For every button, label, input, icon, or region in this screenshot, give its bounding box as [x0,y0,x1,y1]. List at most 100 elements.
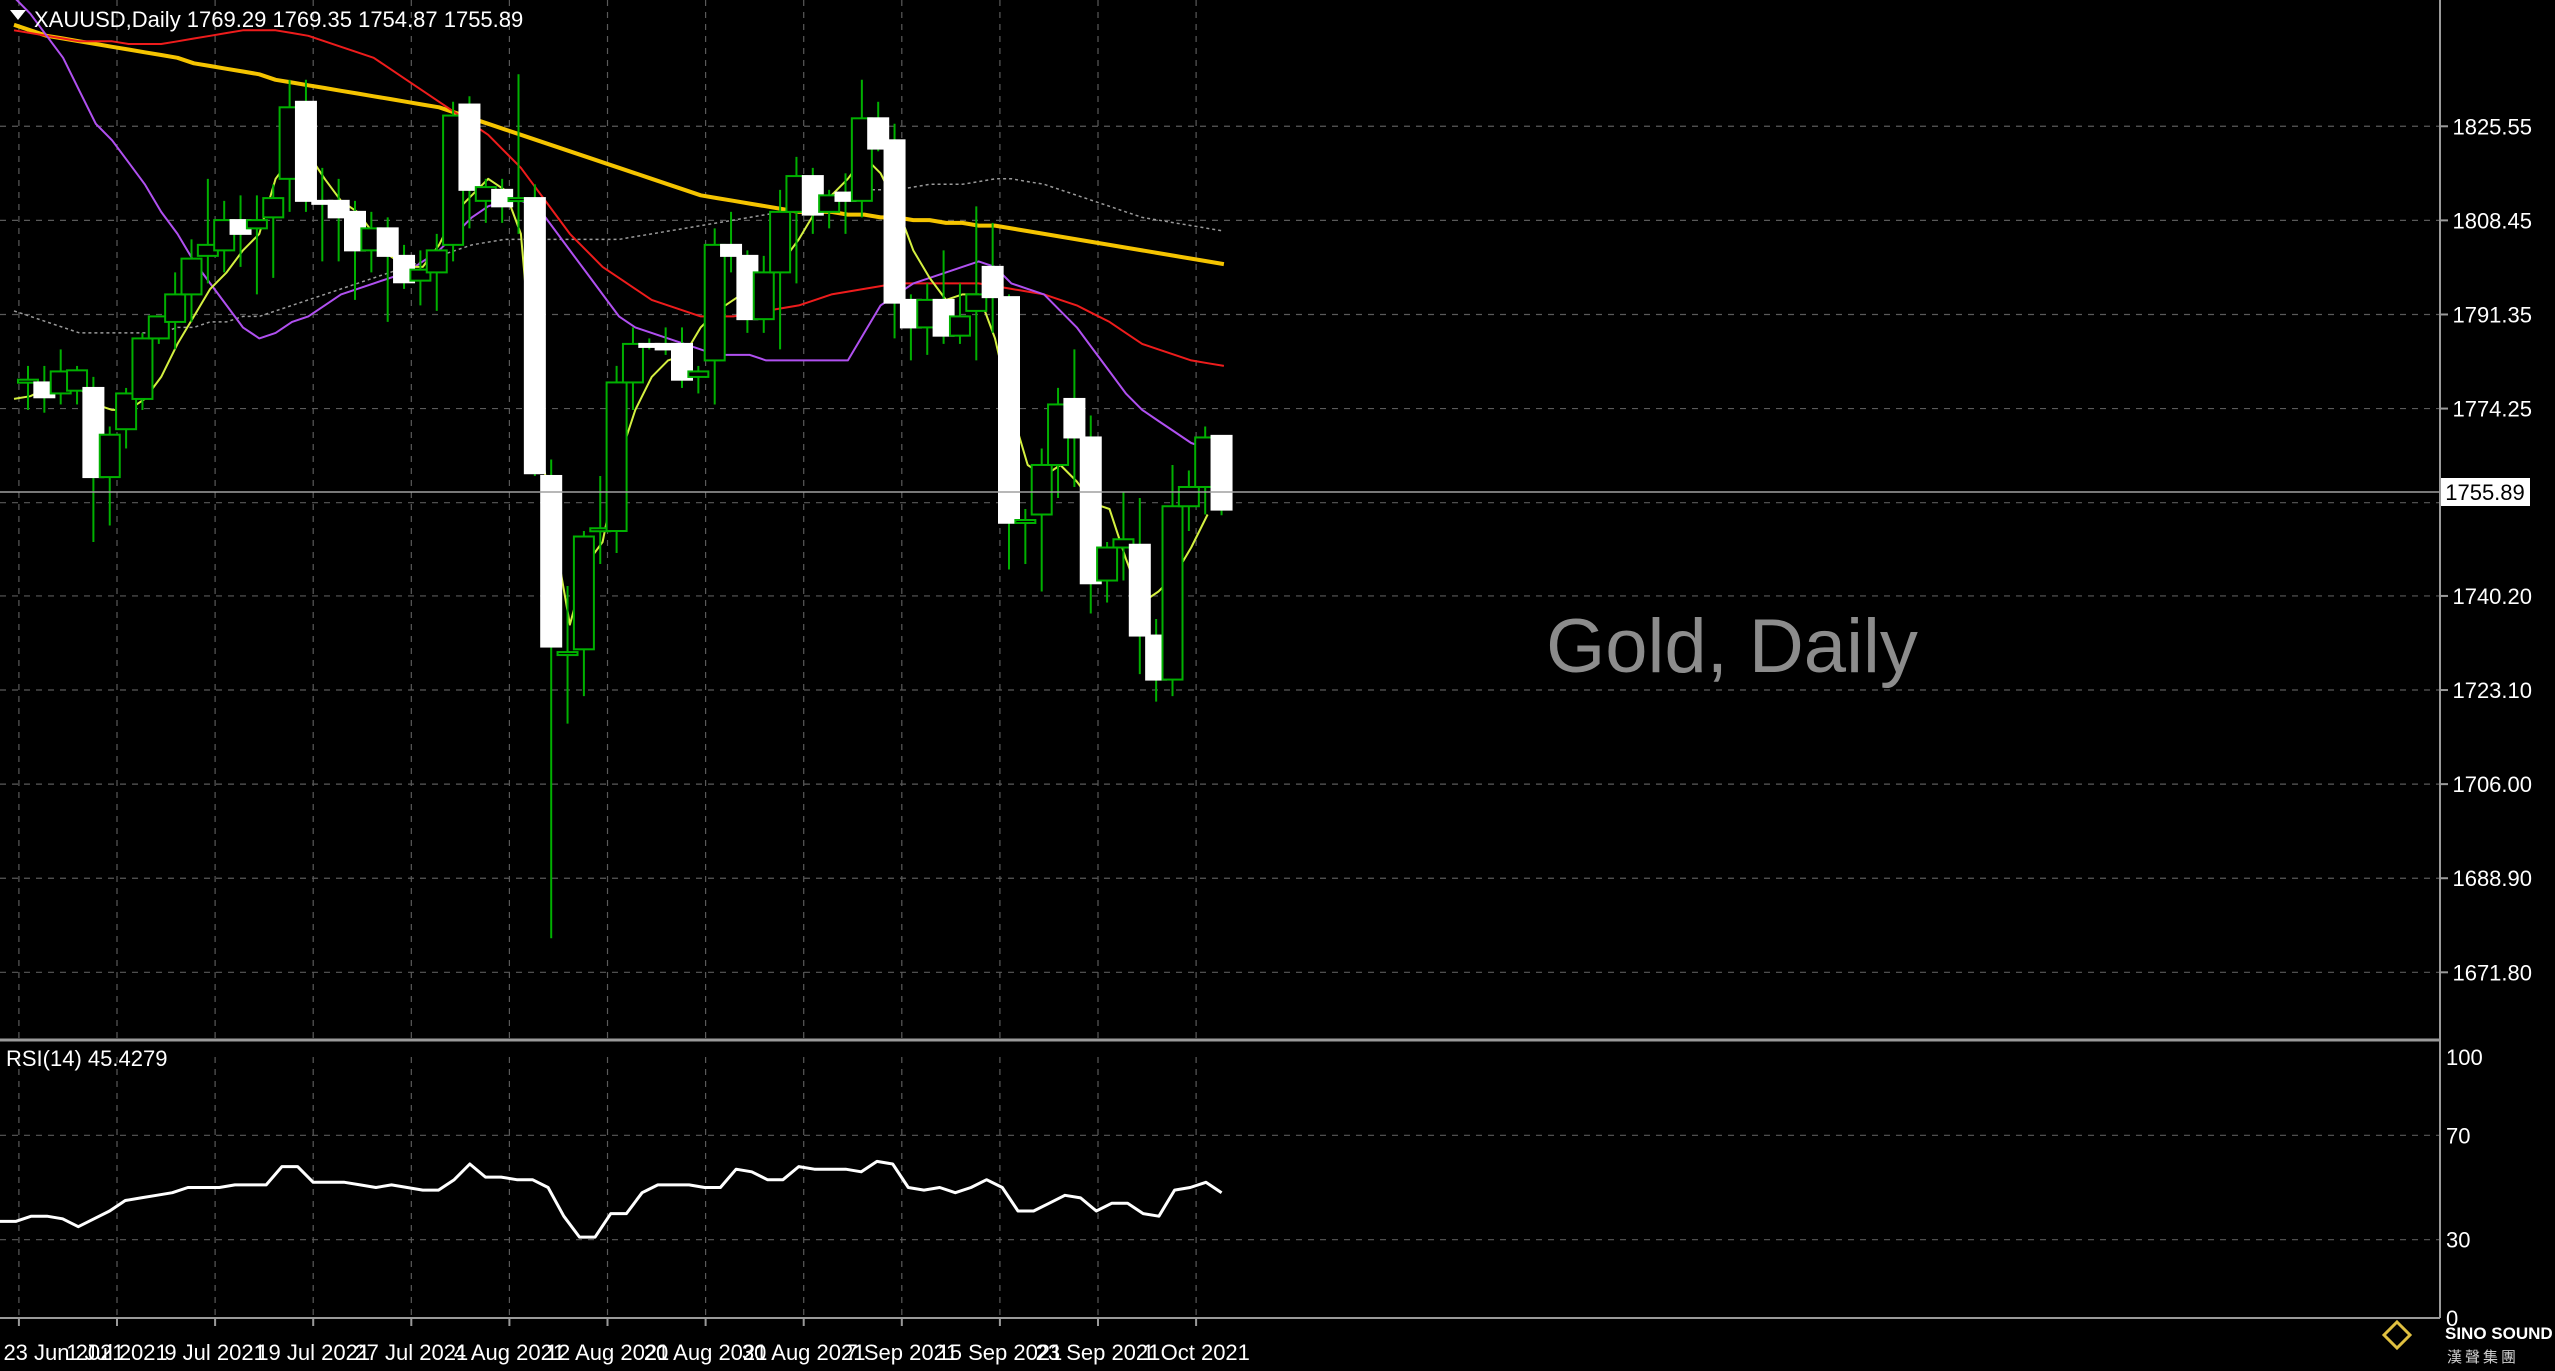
candle [899,294,922,361]
bullish-candle-body [262,197,285,219]
bullish-candle-body [1030,463,1053,516]
bearish-candle-body [867,117,890,150]
candle [147,315,170,344]
bearish-candle-body [1210,434,1233,511]
bullish-candle-body [621,342,644,384]
ma-dotted-line [13,178,1225,334]
candle [425,233,448,311]
candle [262,184,285,278]
bearish-candle-body [376,227,399,257]
price-axis-labels: 1825.55 1808.45 1791.35 1774.25 1740.20 1723.… [2440,114,2532,985]
candle [720,211,743,273]
bullish-candle-body [818,194,841,213]
candle [818,189,841,229]
price-tick-label: 1791.35 [2452,302,2532,327]
time-tick-label: 27 Jul 2021 [354,1340,468,1365]
candle [1063,349,1086,487]
candle [703,228,726,405]
bearish-candle-body [981,265,1004,299]
bullish-candle-body [147,315,170,340]
candle [115,387,138,449]
rsi-tick-label: 100 [2446,1045,2483,1070]
candle [621,327,644,410]
rsi-panel[interactable]: 100 70 30 0 RSI(14) 45.4279 [0,1045,2483,1331]
bullish-candle-body [1096,546,1119,582]
price-tick-label: 1774.25 [2452,397,2532,422]
bearish-candle-body [883,139,906,304]
candle [82,376,105,543]
candle [572,531,595,697]
logo-subtitle: 漢聲集團 [2447,1349,2519,1366]
candle [1210,434,1233,516]
rsi-tick-label: 70 [2446,1123,2470,1148]
time-tick-label: 7 Sep 2021 [846,1340,959,1365]
candle [769,189,792,350]
bullish-candle-body [752,271,775,321]
bullish-candle-body [409,268,432,282]
candle [66,365,89,405]
price-tick-label: 1706.00 [2452,772,2532,797]
diamond-logo-icon [2381,1319,2413,1351]
bearish-candle-body [523,197,546,475]
current-price-tag [2441,478,2530,506]
price-axis[interactable] [2441,0,2555,1040]
candle [409,250,432,306]
rsi-tick-label: 0 [2446,1306,2458,1331]
collapse-triangle-icon[interactable] [10,10,26,20]
price-tick-label: 1740.20 [2452,584,2532,609]
candle [556,586,579,724]
candle [867,101,890,152]
time-tick-label: 1 Oct 2021 [1142,1340,1250,1365]
bullish-candle-body [965,293,988,312]
price-tick-label: 1688.90 [2452,866,2532,891]
candle [605,365,628,554]
bearish-candle-body [327,199,350,219]
time-tick-label: 30 Aug 2021 [742,1340,866,1365]
bullish-candle-body [164,293,187,323]
price-tick-label: 1723.10 [2452,678,2532,703]
bearish-candle-body [1063,397,1086,439]
price-tick-label: 1808.45 [2452,208,2532,233]
time-tick-label: 23 Sep 2021 [1036,1340,1161,1365]
bullish-candle-body [605,381,628,533]
candle [164,272,187,350]
candle [294,79,317,212]
time-tick-label: 20 Aug 2021 [644,1340,768,1365]
bullish-candle-body [1177,485,1200,508]
candle [736,250,759,333]
candle [327,178,350,262]
candle [965,206,988,361]
time-tick-label: 19 Jul 2021 [256,1340,370,1365]
candle [540,459,563,939]
rsi-axis-labels: 100 70 30 0 [2446,1045,2483,1331]
price-panel[interactable]: Gold, Daily 1825.55 1808.45 1791.35 1774.25… [0,0,2555,1040]
bearish-candle-body [82,386,105,479]
candle [491,178,514,223]
candle [1030,448,1053,592]
candle [1079,415,1102,614]
candle [1112,492,1135,581]
candle [948,283,971,344]
bullish-candle-body [17,378,39,384]
candle [671,327,693,388]
time-tick-label: 15 Sep 2021 [938,1340,1063,1365]
time-tick-label: 9 Jul 2021 [164,1340,266,1365]
chart-watermark: Gold, Daily [1546,604,1918,689]
bearish-candle-body [540,474,563,648]
rsi-grid [0,1057,2440,1318]
bullish-candle-body [213,219,236,252]
bearish-candle-body [720,243,743,257]
candle [850,79,873,218]
candle [98,426,121,526]
rsi-line [0,1159,1223,1239]
bullish-candle-body [1161,505,1184,681]
bullish-candle-body [245,219,268,230]
bearish-candle-body [1128,543,1151,637]
rsi-tick-label: 30 [2446,1228,2470,1253]
bullish-candle-body [1014,519,1037,524]
bullish-candle-body [948,315,971,337]
ma-long-yellow-line [13,22,1225,267]
